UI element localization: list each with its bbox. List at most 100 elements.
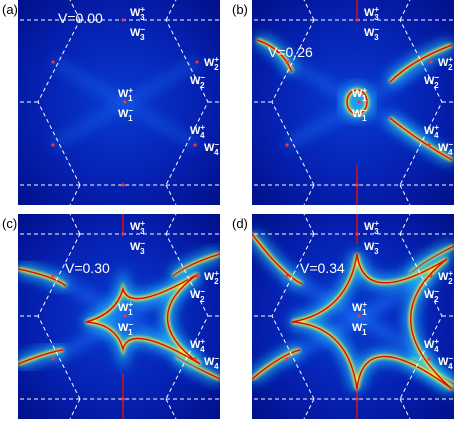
weyl-label: W− 2 <box>190 287 205 304</box>
weyl-label: W− 1 <box>118 320 133 337</box>
weyl-label: W− 2 <box>424 287 439 304</box>
weyl-sup: − <box>362 320 367 329</box>
weyl-base: W <box>190 339 201 351</box>
weyl-base: W <box>438 142 449 154</box>
weyl-base: W <box>438 356 449 368</box>
weyl-sup: − <box>200 287 205 296</box>
weyl-base: W <box>190 75 201 87</box>
weyl-sub: 2 <box>200 295 205 304</box>
weyl-sup: + <box>362 86 367 95</box>
weyl-label: W− 2 <box>424 73 439 90</box>
weyl-base: W <box>424 339 435 351</box>
weyl-sub: 4 <box>434 345 439 354</box>
weyl-sub: 2 <box>448 277 453 286</box>
weyl-sup: + <box>448 269 453 278</box>
weyl-sub: 1 <box>362 308 367 317</box>
weyl-label: W+ 1 <box>118 86 133 103</box>
weyl-sub: 3 <box>374 13 379 22</box>
weyl-sup: + <box>128 86 133 95</box>
weyl-point <box>121 397 125 401</box>
weyl-sup: + <box>214 269 219 278</box>
weyl-point <box>51 143 55 147</box>
weyl-sub: 2 <box>200 81 205 90</box>
weyl-sup: + <box>140 5 145 14</box>
panel-label: (b) <box>232 2 248 17</box>
glow-core <box>172 253 220 277</box>
glow-core <box>389 117 453 161</box>
weyl-point <box>193 357 197 361</box>
weyl-point <box>123 100 127 104</box>
weyl-base: W <box>204 142 215 154</box>
weyl-base: W <box>130 241 141 253</box>
weyl-label: W− 3 <box>130 239 145 256</box>
heatmap-panel: V=0.26W+ 3W− 3W+ 2W− 2W+ 1W− 1W+ 4W− 4 <box>252 0 454 205</box>
weyl-point <box>51 357 55 361</box>
heatmap-panel: V=0.00 W+ 3W− 3W+ 2W− 2W+ 1W− 1W+ 4W− 4 <box>18 0 220 205</box>
weyl-sup: − <box>374 239 379 248</box>
weyl-label: W+ 4 <box>190 337 205 354</box>
weyl-label: W− 1 <box>352 106 367 123</box>
weyl-point <box>357 100 361 104</box>
voltage-label: V=0.34 <box>300 260 345 276</box>
weyl-sup: + <box>434 123 439 132</box>
heatmap-panel: V=0.34W+ 3W− 3W+ 2W− 2W+ 1W− 1W+ 4W− 4 <box>252 214 454 419</box>
weyl-label: W+ 2 <box>204 55 219 72</box>
weyl-sub: 1 <box>128 94 133 103</box>
panel-label: (c) <box>2 216 17 231</box>
weyl-sup: − <box>214 140 219 149</box>
weyl-sub: 4 <box>434 131 439 140</box>
weyl-sub: 1 <box>362 114 367 123</box>
voltage-label: V=0.26 <box>268 44 313 60</box>
weyl-point <box>51 274 55 278</box>
weyl-sup: + <box>140 219 145 228</box>
panel-label: (d) <box>232 216 248 231</box>
weyl-label: W− 4 <box>438 140 453 157</box>
weyl-base: W <box>118 108 129 120</box>
weyl-sub: 1 <box>128 114 133 123</box>
weyl-point <box>429 274 433 278</box>
weyl-base: W <box>364 241 375 253</box>
weyl-base: W <box>130 221 141 233</box>
weyl-base: W <box>364 27 375 39</box>
weyl-label: W+ 3 <box>130 5 145 22</box>
weyl-label: W+ 1 <box>352 86 367 103</box>
glow-core <box>252 349 301 380</box>
weyl-point <box>357 314 361 318</box>
weyl-sub: 4 <box>448 148 453 157</box>
weyl-sup: − <box>200 73 205 82</box>
weyl-point <box>427 143 431 147</box>
weyl-base: W <box>190 125 201 137</box>
weyl-point <box>193 143 197 147</box>
weyl-point <box>285 357 289 361</box>
weyl-sub: 4 <box>200 345 205 354</box>
weyl-sub: 4 <box>214 362 219 371</box>
weyl-label: W− 4 <box>204 140 219 157</box>
weyl-point <box>429 60 433 64</box>
weyl-point <box>355 183 359 187</box>
weyl-base: W <box>424 75 435 87</box>
weyl-sup: − <box>128 106 133 115</box>
weyl-label: W− 3 <box>364 239 379 256</box>
weyl-sub: 1 <box>362 328 367 337</box>
weyl-sub: 3 <box>140 247 145 256</box>
zone-extension <box>252 0 454 205</box>
weyl-label: W− 4 <box>204 354 219 371</box>
weyl-label: W− 1 <box>118 106 133 123</box>
weyl-sup: + <box>214 55 219 64</box>
glow-core <box>291 253 453 390</box>
weyl-point <box>355 397 359 401</box>
weyl-sup: − <box>214 354 219 363</box>
weyl-point <box>427 357 431 361</box>
weyl-sup: + <box>362 300 367 309</box>
weyl-sub: 3 <box>140 227 145 236</box>
weyl-sup: + <box>448 55 453 64</box>
weyl-sub: 2 <box>214 277 219 286</box>
weyl-base: W <box>118 302 129 314</box>
weyl-point <box>285 143 289 147</box>
weyl-base: W <box>352 322 363 334</box>
weyl-sub: 2 <box>214 63 219 72</box>
weyl-label: W− 4 <box>438 354 453 371</box>
weyl-sub: 1 <box>128 328 133 337</box>
weyl-point <box>355 18 359 22</box>
weyl-sup: + <box>374 219 379 228</box>
